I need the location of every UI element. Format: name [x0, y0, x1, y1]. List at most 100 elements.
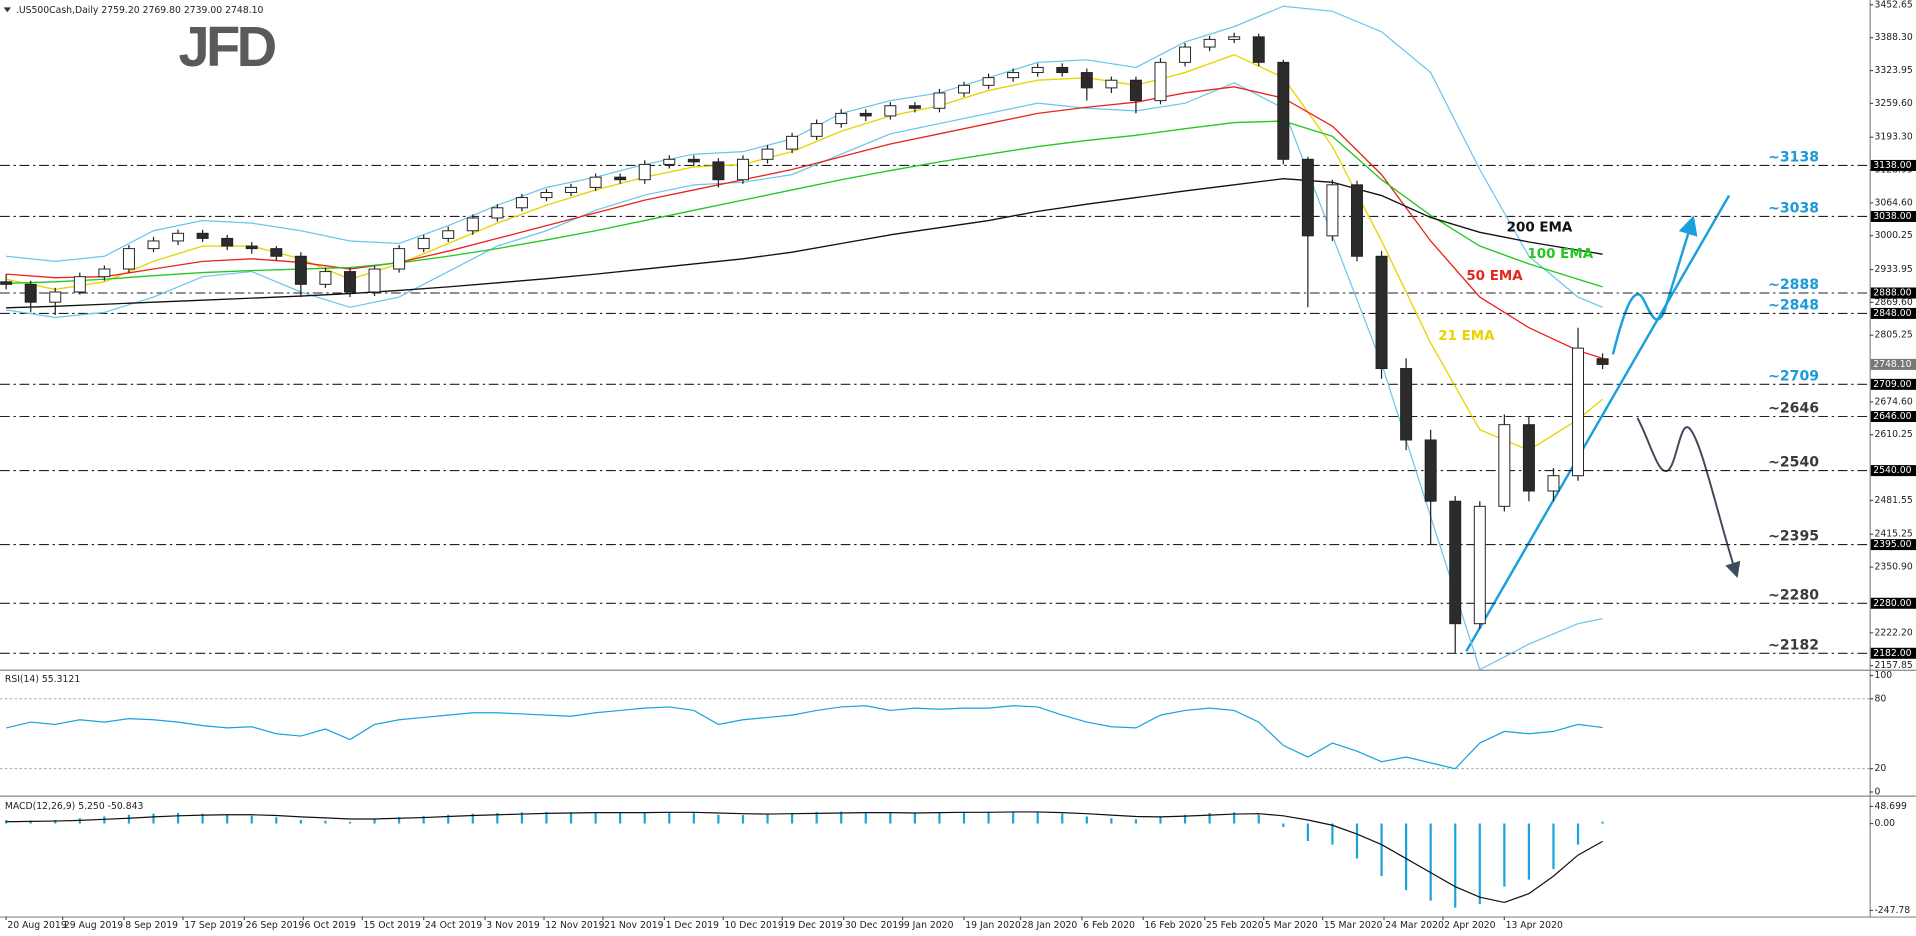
histogram-bar: [840, 811, 843, 824]
candle-body: [1080, 72, 1093, 89]
histogram-bar: [1355, 823, 1359, 859]
ema-line: [6, 120, 1603, 288]
histogram-bar: [152, 813, 155, 824]
x-tick-label: 29 Aug 2019: [64, 920, 123, 931]
x-tick-label: 16 Feb 2020: [1145, 920, 1203, 931]
candle-body: [221, 237, 234, 247]
level-axis-box: [1870, 597, 1916, 609]
y-tick-label: 100: [1874, 670, 1892, 681]
x-tick-label: 1 Dec 2019: [666, 920, 719, 931]
histogram-bar: [54, 820, 57, 824]
x-tick-label: 2 Apr 2020: [1444, 920, 1496, 931]
histogram-bar: [1061, 813, 1064, 824]
candle-body: [884, 105, 897, 117]
signal-line: [6, 811, 1603, 904]
level-axis-label: 3038.00: [1873, 211, 1911, 222]
candle-body: [1375, 255, 1388, 370]
histogram-bar: [127, 814, 131, 824]
level-axis-box: [1870, 647, 1916, 659]
histogram-bar: [668, 811, 671, 824]
level-label: ~3038: [1768, 201, 1819, 217]
histogram-bar: [1527, 823, 1531, 880]
x-tick-label: 9 Jan 2020: [904, 920, 954, 931]
histogram-bar: [176, 813, 180, 824]
candle-body: [1031, 66, 1044, 74]
logo: JFD: [178, 15, 275, 78]
candle-body: [1400, 368, 1413, 441]
menu-triangle[interactable]: [3, 7, 11, 13]
histogram-bar: [864, 812, 867, 824]
histogram-bar: [1085, 816, 1088, 824]
histogram-bar: [1233, 812, 1236, 824]
candle-body: [1596, 358, 1609, 365]
level-label: ~2709: [1768, 368, 1819, 384]
plot-area: [0, 5, 1609, 670]
candle-body: [294, 255, 307, 285]
candle-body: [761, 148, 774, 160]
histogram-bar: [619, 813, 622, 824]
x-tick-label: 10 Dec 2019: [725, 920, 784, 931]
histogram-bar: [545, 811, 548, 824]
candle-body: [1228, 36, 1241, 40]
candle-body: [712, 161, 725, 181]
candle-body: [958, 84, 970, 94]
candle-body: [540, 191, 553, 199]
x-tick-label: 24 Mar 2020: [1385, 920, 1444, 931]
histogram-bar: [766, 814, 769, 824]
candle-body: [172, 232, 185, 242]
candle-body: [196, 232, 209, 239]
x-tick-label: 6 Feb 2020: [1083, 920, 1135, 931]
y-tick-label: 0.00: [1874, 818, 1895, 829]
histogram-bar: [1012, 811, 1015, 824]
candle-body: [786, 135, 799, 150]
histogram-bar: [643, 812, 646, 824]
histogram-bar: [938, 812, 941, 824]
histogram-bar: [447, 814, 450, 824]
chart-title: .US500Cash,Daily 2759.20 2769.80 2739.00…: [16, 5, 264, 16]
candle-body: [1326, 184, 1339, 237]
candle-body: [245, 245, 258, 250]
histogram-bar: [1208, 813, 1211, 824]
candle-body: [122, 248, 135, 270]
histogram-bar: [275, 817, 278, 824]
candle-body: [1473, 505, 1486, 625]
y-tick-label: 20: [1874, 763, 1886, 774]
y-tick-label: 3388.30: [1874, 32, 1912, 43]
y-tick-label: 48.699: [1874, 801, 1907, 812]
panel-title: MACD(12,26,9) 5.250 -50.843: [5, 801, 144, 812]
x-tick-label: 13 Apr 2020: [1506, 920, 1563, 931]
candle-body: [49, 291, 62, 303]
candle-body: [1498, 424, 1511, 507]
candle-body: [1522, 424, 1535, 492]
level-label: ~2848: [1768, 297, 1819, 313]
y-tick-label: 3323.95: [1874, 65, 1912, 76]
histogram-bar: [594, 812, 597, 824]
candle-body: [1424, 439, 1437, 502]
ema-label: 50 EMA: [1466, 269, 1523, 284]
y-tick-label: 2933.95: [1874, 264, 1912, 275]
candle-body: [1154, 61, 1167, 102]
x-tick-label: 15 Mar 2020: [1324, 920, 1383, 931]
y-tick-label: 80: [1874, 693, 1886, 704]
histogram-bar: [569, 812, 573, 824]
candle-body: [466, 217, 479, 232]
y-tick-label: 2869.60: [1874, 297, 1912, 308]
y-tick-label: 2674.60: [1874, 396, 1912, 407]
x-tick-label: 5 Mar 2020: [1265, 920, 1318, 931]
level-label: ~2888: [1768, 277, 1819, 293]
histogram-bar: [1282, 823, 1285, 828]
candle-body: [1547, 475, 1560, 492]
x-tick-label: 30 Dec 2019: [845, 920, 904, 931]
level-axis-box: [1870, 159, 1916, 171]
candle-body: [663, 158, 676, 165]
level-axis-label: 2280.00: [1873, 598, 1911, 609]
candle-body: [442, 230, 455, 239]
candle-body: [147, 240, 160, 250]
rsi-line: [5, 705, 1603, 770]
histogram-bar: [324, 820, 327, 824]
level-axis-label: 3138.00: [1873, 160, 1911, 171]
y-tick-label: 2415.25: [1874, 529, 1912, 540]
level-axis-label: 2182.00: [1873, 648, 1911, 659]
